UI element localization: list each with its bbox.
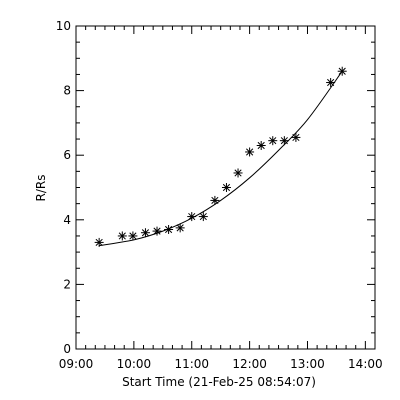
data-point — [279, 136, 289, 146]
y-tick-label: 0 — [63, 342, 71, 356]
data-point — [233, 168, 243, 178]
x-tick-label: 14:00 — [348, 357, 383, 371]
data-point — [198, 212, 208, 222]
data-point — [210, 195, 220, 205]
x-tick-label: 12:00 — [232, 357, 267, 371]
data-points-layer — [94, 66, 347, 247]
data-point — [117, 231, 127, 241]
x-tick-label: 10:00 — [117, 357, 152, 371]
data-point — [221, 183, 231, 192]
data-point — [140, 228, 150, 238]
data-point — [128, 231, 138, 241]
data-point — [245, 147, 255, 157]
x-tick-label: 11:00 — [174, 357, 209, 371]
fit-curve — [99, 70, 343, 247]
data-point — [326, 78, 336, 88]
data-point — [291, 132, 301, 142]
data-point — [256, 141, 266, 151]
data-point — [268, 136, 278, 146]
data-point — [337, 66, 347, 76]
fit-curve-layer — [99, 70, 343, 247]
data-point — [164, 224, 174, 234]
y-tick-label: 4 — [63, 213, 71, 227]
x-tick-label: 09:00 — [59, 357, 94, 371]
data-point — [152, 226, 162, 236]
y-tick-label: 8 — [63, 84, 71, 98]
data-point — [187, 212, 197, 222]
x-axis-label: Start Time (21-Feb-25 08:54:07) — [122, 375, 316, 389]
x-axis-ticks: 09:00 10:00 11:00 12:00 13:00 14:00 — [59, 26, 383, 371]
x-tick-label: 13:00 — [290, 357, 325, 371]
y-axis-label: R/Rs — [34, 175, 48, 202]
y-tick-label: 6 — [63, 148, 71, 162]
y-tick-label: 2 — [63, 277, 71, 291]
y-tick-label: 10 — [56, 19, 71, 33]
y-axis-ticks: 0 2 4 6 8 10 — [56, 19, 375, 356]
data-point — [94, 237, 104, 247]
data-point — [175, 223, 185, 233]
